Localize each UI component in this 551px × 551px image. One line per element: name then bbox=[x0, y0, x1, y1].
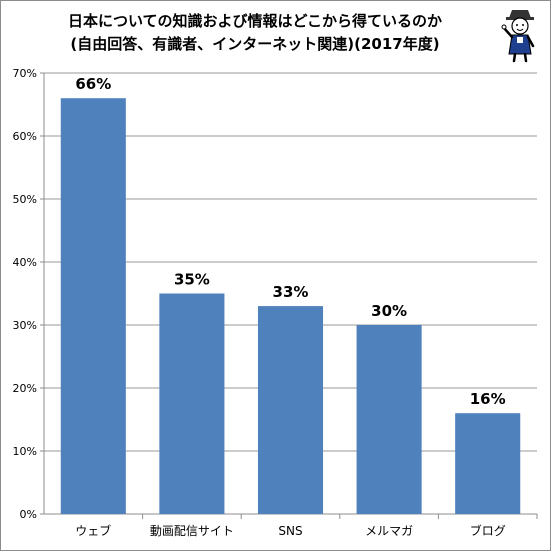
mascot-character-icon bbox=[501, 10, 535, 63]
x-tick-label: SNS bbox=[278, 524, 302, 538]
bar-1 bbox=[60, 98, 126, 514]
chart-title: 日本についての知識および情報はどこから得ているのか bbox=[67, 12, 443, 30]
data-label: 30% bbox=[371, 302, 407, 320]
bar-5 bbox=[455, 413, 521, 514]
y-tick-label: 20% bbox=[13, 382, 37, 395]
x-tick-label: ウェブ bbox=[75, 523, 111, 538]
chart-subtitle: (自由回答、有識者、インターネット関連)(2017年度) bbox=[70, 35, 440, 53]
x-tick-label: ブログ bbox=[470, 523, 506, 538]
y-tick-label: 40% bbox=[13, 256, 37, 269]
bar-4 bbox=[356, 325, 422, 514]
x-tick-label: 動画配信サイト bbox=[150, 524, 234, 538]
data-label: 66% bbox=[75, 75, 111, 93]
data-label: 33% bbox=[273, 283, 309, 301]
y-tick-label: 50% bbox=[13, 193, 37, 206]
y-tick-label: 10% bbox=[13, 445, 37, 458]
y-tick-label: 30% bbox=[13, 319, 37, 332]
y-tick-label: 0% bbox=[20, 508, 37, 521]
x-tick-label: メルマガ bbox=[365, 524, 413, 538]
data-label: 16% bbox=[470, 390, 506, 408]
y-tick-label: 70% bbox=[13, 67, 37, 80]
bar-2 bbox=[159, 293, 225, 514]
chart-title-block: 日本についての知識および情報はどこから得ているのか (自由回答、有識者、インター… bbox=[40, 10, 470, 56]
y-tick-label: 60% bbox=[13, 130, 37, 143]
bar-3 bbox=[257, 306, 324, 514]
data-label: 35% bbox=[174, 271, 210, 289]
